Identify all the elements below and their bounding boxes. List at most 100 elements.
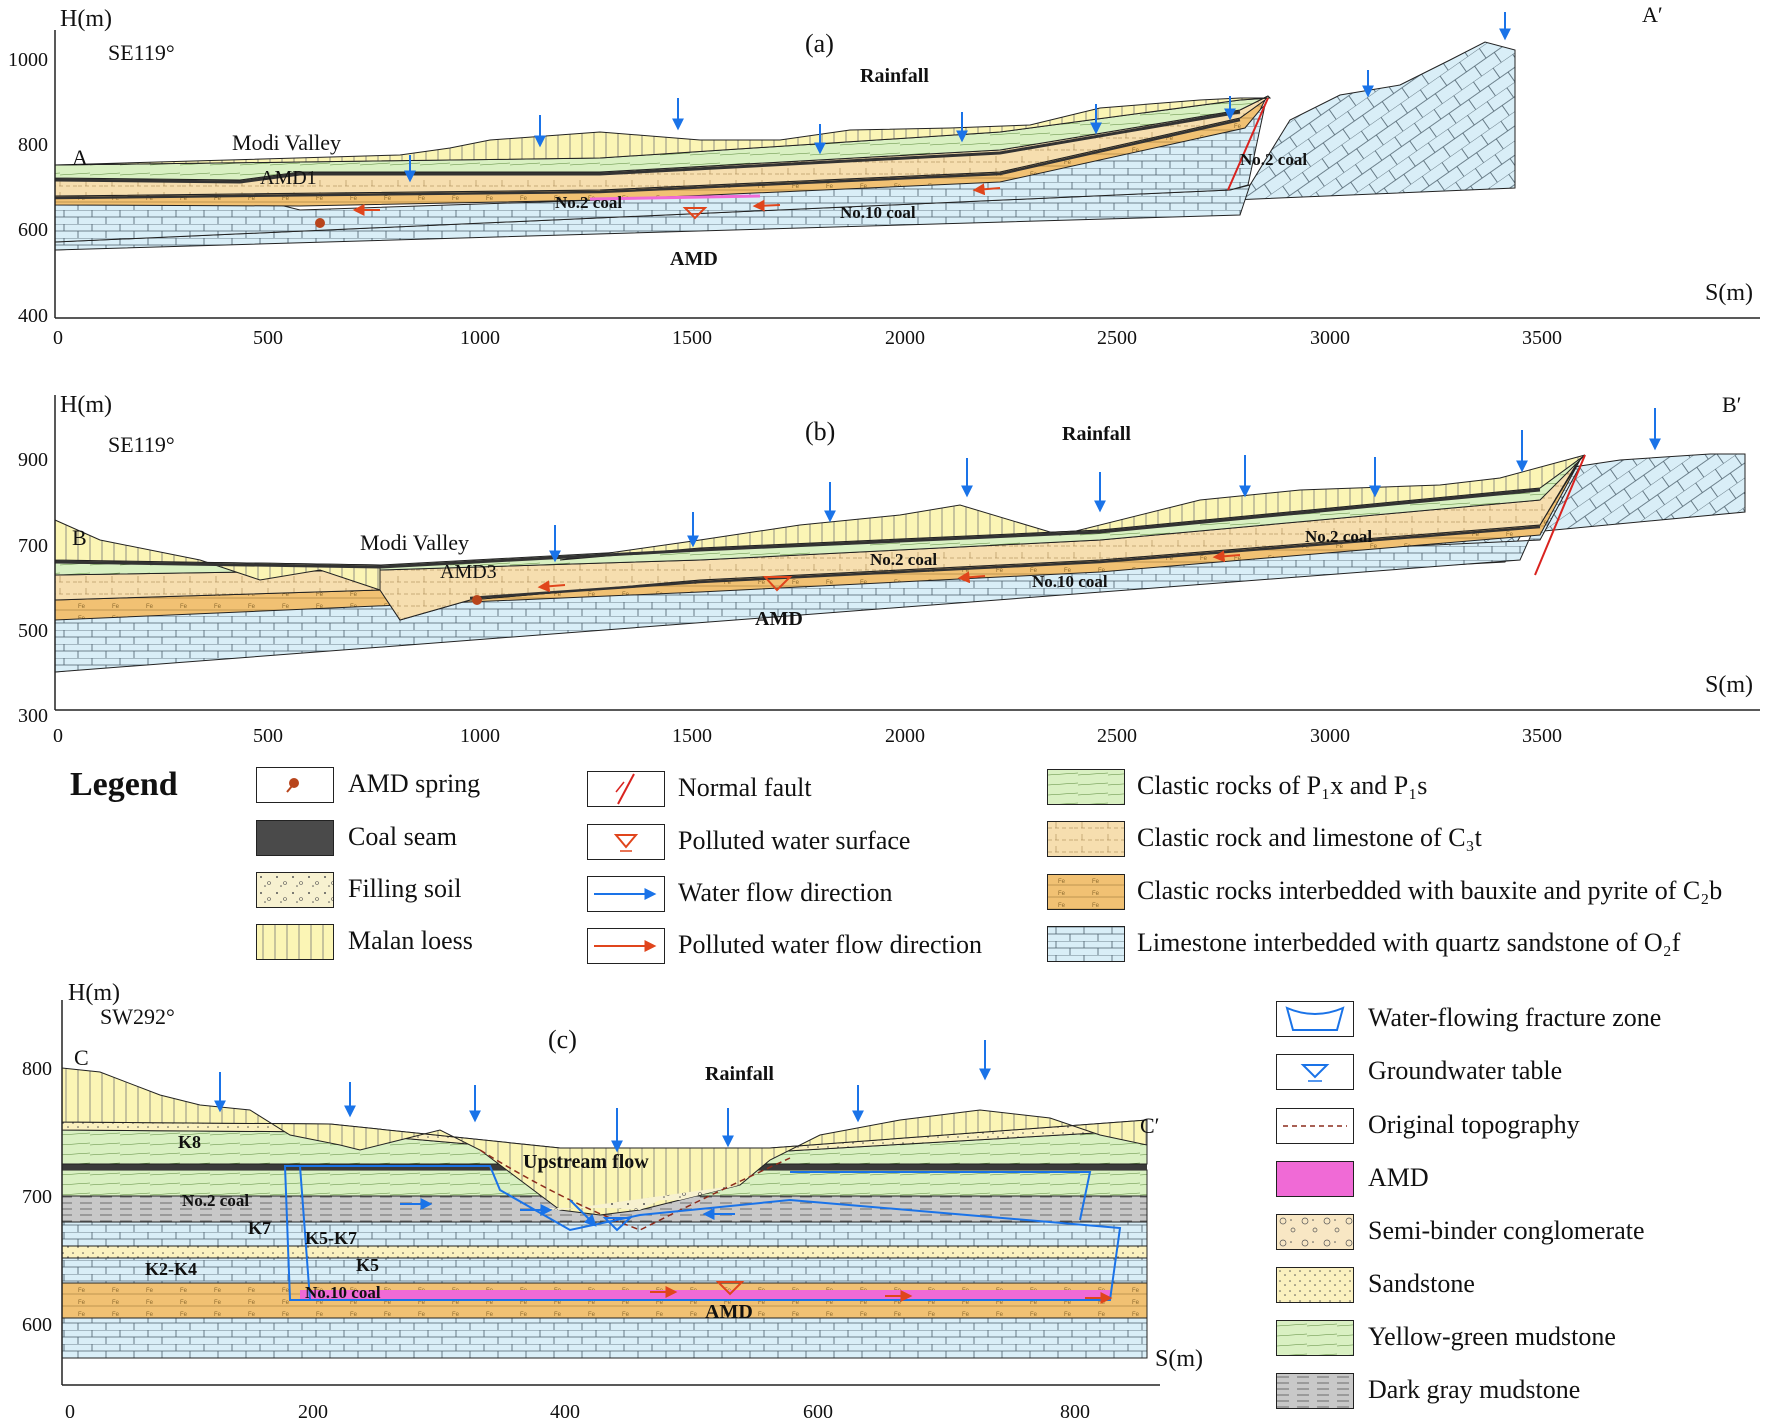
panel-c-direction: SW292° <box>100 1004 175 1029</box>
panel-a-labels: H(m) S(m) (a) SE119° A A′ Rainfall Modi … <box>8 2 1753 349</box>
panel-c-start-label: C <box>74 1045 89 1070</box>
y-tick: 300 <box>18 705 48 727</box>
legend-label-fracture-zone: Water-flowing fracture zone <box>1368 1003 1662 1032</box>
legend-swatch-groundwater-table <box>1276 1054 1354 1090</box>
key-bed-k5-k7: K5-K7 <box>305 1228 357 1248</box>
y-tick: 800 <box>22 1058 52 1080</box>
panel-a-end-label: A′ <box>1642 2 1663 27</box>
legend-swatch-polluted-flow <box>587 928 665 964</box>
panel-c-label: (c) <box>548 1025 577 1054</box>
legend-label-water-flow: Water flow direction <box>678 878 893 907</box>
polluted-flow-arrows <box>537 550 1241 593</box>
legend-label-original-topography: Original topography <box>1368 1110 1580 1139</box>
rainfall-arrows <box>404 12 1511 183</box>
polluted-flow-arrows <box>352 183 1001 216</box>
panel-a-amd: AMD <box>670 248 718 270</box>
legend-label-clastic-c3t: Clastic rock and limestone of C₃t <box>1137 823 1482 852</box>
key-bed-k5: K5 <box>356 1255 379 1275</box>
legend-label-polluted-water-surface: Polluted water surface <box>678 826 911 855</box>
legend-label-clastic-p1: Clastic rocks of P₁x and P₁s <box>1137 771 1428 800</box>
panel-b-x-ticks: 0 500 1000 1500 2000 2500 3000 3500 <box>53 725 1562 747</box>
panel-b-label: (b) <box>805 417 835 446</box>
legend-swatch-sandstone <box>1276 1267 1354 1303</box>
panel-b-valley: Modi Valley <box>360 530 469 555</box>
x-tick: 3000 <box>1310 725 1350 747</box>
rainfall-arrows <box>549 408 1661 563</box>
panel-c-x-axis-label: S(m) <box>1155 1346 1203 1372</box>
panel-c-labels: H(m) S(m) (c) SW292° C C′ Rainfall Upstr… <box>22 980 1203 1423</box>
panel-c-amd: AMD <box>705 1301 753 1323</box>
amd-spring-marker <box>472 595 482 605</box>
panel-c-y-ticks: 800 700 600 <box>22 1058 52 1336</box>
legend-label-sandstone: Sandstone <box>1368 1269 1475 1298</box>
panel-c-coal-10: No.10 coal <box>305 1283 381 1302</box>
legend-label-amd: AMD <box>1368 1163 1429 1192</box>
panel-c-x-ticks: 0 200 400 600 800 <box>65 1401 1090 1423</box>
x-tick: 1000 <box>460 725 500 747</box>
panel-b-x-axis-label: S(m) <box>1705 672 1753 698</box>
x-tick: 200 <box>298 1401 328 1423</box>
polluted-water-surface-marker <box>762 576 793 592</box>
panel-b-spring: AMD3 <box>440 561 497 583</box>
polluted-water-surface-marker <box>715 1281 745 1296</box>
legend-swatch-conglomerate <box>1276 1214 1354 1250</box>
panel-a-y-ticks: 1000 800 600 400 <box>8 49 48 327</box>
x-tick: 1500 <box>672 327 712 349</box>
panel-c-y-axis-label: H(m) <box>68 980 120 1006</box>
x-tick: 3000 <box>1310 327 1350 349</box>
legend-label-yellow-green-mudstone: Yellow-green mudstone <box>1368 1322 1616 1351</box>
panel-c-upstream: Upstream flow <box>523 1151 649 1173</box>
x-tick: 0 <box>53 327 63 349</box>
groundwater-table-marker <box>602 1217 633 1232</box>
legend-label-groundwater-table: Groundwater table <box>1368 1056 1563 1085</box>
panel-b-labels: H(m) S(m) (b) SE119° B B′ Rainfall Modi … <box>18 392 1753 747</box>
y-tick: 600 <box>18 219 48 241</box>
x-tick: 1000 <box>460 327 500 349</box>
legend-label-conglomerate: Semi-binder conglomerate <box>1368 1216 1645 1245</box>
legend-label-filling-soil: Filling soil <box>348 874 462 903</box>
key-bed-k7: K7 <box>248 1218 271 1238</box>
x-tick: 600 <box>803 1401 833 1423</box>
panel-b-rainfall: Rainfall <box>1062 423 1131 445</box>
y-tick: 1000 <box>8 49 48 71</box>
legend-title: Legend <box>70 766 178 803</box>
panel-b-y-axis-label: H(m) <box>60 392 112 418</box>
legend-label-polluted-flow: Polluted water flow direction <box>678 930 982 959</box>
legend-swatch-dark-gray-mudstone <box>1276 1373 1354 1409</box>
panel-b-end-label: B′ <box>1722 392 1742 417</box>
panel-b <box>54 395 1760 711</box>
x-tick: 3500 <box>1522 327 1562 349</box>
legend-label-limestone-o2f: Limestone interbedded with quartz sandst… <box>1137 928 1681 957</box>
legend-swatch-yellow-green-mudstone <box>1276 1320 1354 1356</box>
legend-swatch-clastic-c2b <box>1047 874 1125 910</box>
legend-swatch-original-topography <box>1276 1108 1354 1144</box>
y-tick: 500 <box>18 620 48 642</box>
panel-c <box>61 1000 1160 1386</box>
legend-swatch-clastic-p1 <box>1047 769 1125 805</box>
y-tick: 700 <box>22 1186 52 1208</box>
legend-label-malan-loess: Malan loess <box>348 926 473 955</box>
panel-a-x-ticks: 0 500 1000 1500 2000 2500 3000 3500 <box>53 327 1562 349</box>
panel-b-coal-2: No.2 coal <box>870 550 937 569</box>
panel-b-coal-10: No.10 coal <box>1032 572 1108 591</box>
panel-b-start-label: B <box>72 525 87 550</box>
x-tick: 2000 <box>885 725 925 747</box>
x-tick: 500 <box>253 327 283 349</box>
panel-a-start-label: A <box>72 145 88 170</box>
x-tick: 400 <box>550 1401 580 1423</box>
x-tick: 1500 <box>672 725 712 747</box>
legend-label-clastic-c2b: Clastic rocks interbedded with bauxite a… <box>1137 876 1723 905</box>
water-flow-arrows <box>400 1198 735 1227</box>
legend-swatch-water-flow <box>587 876 665 912</box>
panel-a-label: (a) <box>805 29 834 58</box>
legend-swatch-amd <box>1276 1161 1354 1197</box>
x-tick: 2500 <box>1097 327 1137 349</box>
legend-swatch-filling-soil <box>256 872 334 908</box>
polluted-water-surface-marker <box>682 207 708 220</box>
rainfall-arrows <box>214 1040 991 1153</box>
panel-a <box>54 12 1760 319</box>
legend-swatch-amd-spring <box>256 767 334 803</box>
panel-a-coal-2b: No.2 coal <box>1240 150 1307 169</box>
panel-b-y-ticks: 900 700 500 300 <box>18 449 48 727</box>
